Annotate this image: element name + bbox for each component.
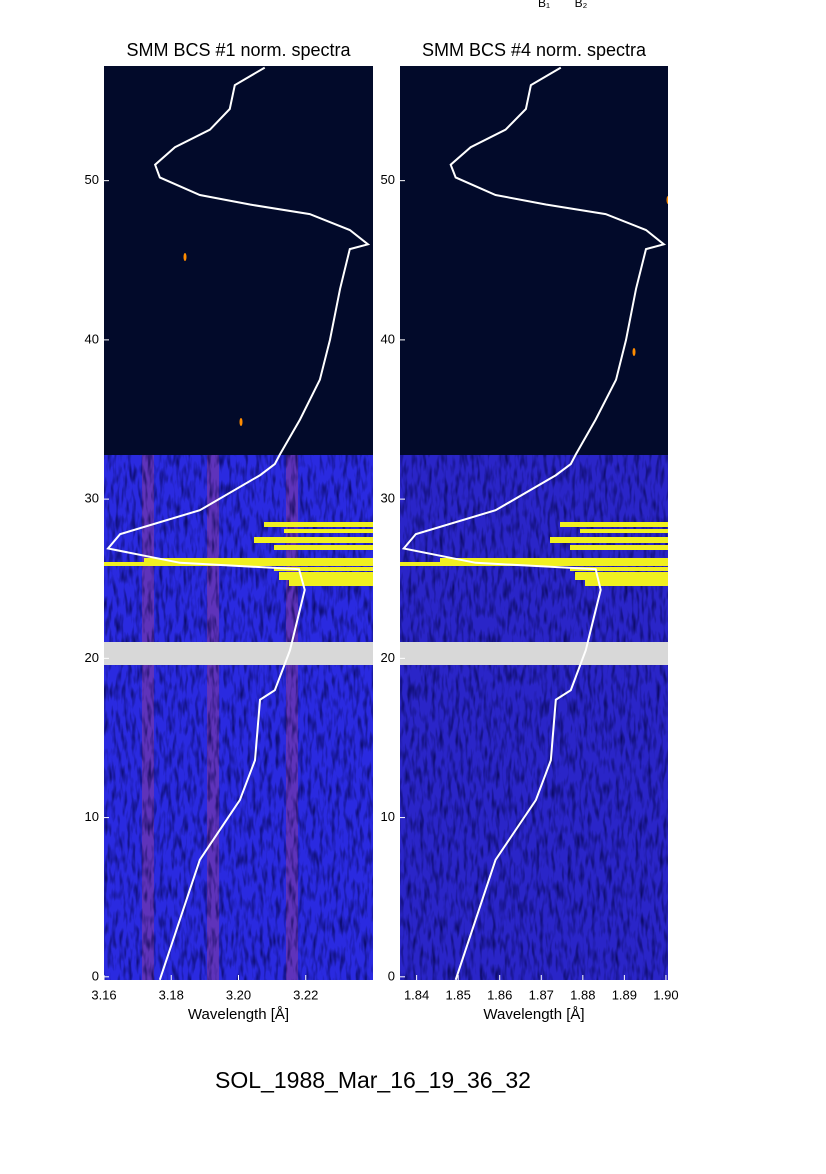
flare-emission	[550, 537, 668, 543]
y-tick-label: 50	[381, 172, 395, 187]
light-curve	[401, 66, 667, 980]
x-axis-label: Wavelength [Å]	[188, 1006, 289, 1023]
x-tick-label: 3.16	[91, 987, 116, 1002]
y-tick-label: 40	[85, 331, 99, 346]
x-tick-label: 1.90	[653, 987, 678, 1002]
x-tick-label: 1.84	[404, 987, 429, 1002]
flare-emission	[400, 562, 668, 566]
flare-emission	[440, 558, 668, 564]
y-tick-label: 10	[381, 809, 395, 824]
footer: SOL_1988_Mar_16_19_36_32	[215, 1067, 531, 1093]
flare-emission	[274, 567, 373, 571]
x-tick-label: 1.86	[487, 987, 512, 1002]
noise	[400, 455, 668, 980]
flare-emission	[274, 545, 373, 550]
flare-emission	[289, 580, 373, 586]
panel-title: SMM BCS #1 norm. spectra	[126, 40, 351, 60]
y-tick-label: 30	[381, 491, 395, 506]
x-tick-label: 3.18	[159, 987, 184, 1002]
flare-emission	[570, 545, 668, 550]
y-tick-label: 40	[381, 331, 395, 346]
panel-title: SMM BCS #4 norm. spectra	[422, 40, 647, 60]
spike	[183, 253, 187, 261]
flare-emission	[585, 580, 668, 586]
flare-emission	[144, 558, 373, 564]
plot-area	[400, 66, 668, 980]
spike	[239, 418, 243, 426]
noise	[104, 455, 373, 980]
y-tick-label: 10	[85, 809, 99, 824]
flare-emission	[104, 562, 373, 566]
plot-area	[104, 66, 373, 980]
flare-emission	[575, 572, 668, 580]
background-quiet	[400, 66, 668, 455]
x-axis-label: Wavelength [Å]	[483, 1006, 584, 1023]
flare-emission	[560, 522, 668, 527]
spike	[666, 196, 668, 204]
y-tick-label: 50	[85, 172, 99, 187]
x-tick-label: 3.20	[226, 987, 251, 1002]
x-tick-label: 1.87	[529, 987, 554, 1002]
y-tick-label: 0	[388, 968, 395, 983]
panel: SMM BCS #1 norm. spectra Wavelength [Å] 0 1…	[85, 40, 373, 1023]
background-quiet	[104, 66, 373, 455]
y-tick-label: 0	[92, 968, 99, 983]
flare-emission	[264, 522, 373, 527]
x-tick-label: 1.88	[570, 987, 595, 1002]
flare-emission	[279, 572, 373, 580]
y-tick-label: 20	[85, 650, 99, 665]
light-curve	[106, 66, 371, 980]
header-mark: B₂	[575, 0, 588, 10]
flare-emission	[284, 529, 373, 533]
data-gap	[400, 642, 668, 665]
y-tick-label: 20	[381, 650, 395, 665]
x-tick-label: 3.22	[293, 987, 318, 1002]
x-tick-label: 1.89	[612, 987, 637, 1002]
spike	[632, 348, 636, 356]
flare-emission	[570, 567, 668, 571]
data-gap	[104, 642, 373, 665]
flare-emission	[254, 537, 373, 543]
y-tick-label: 30	[85, 491, 99, 506]
x-tick-label: 1.85	[446, 987, 471, 1002]
flare-emission	[580, 529, 668, 533]
header-mark: B₁	[538, 0, 550, 10]
